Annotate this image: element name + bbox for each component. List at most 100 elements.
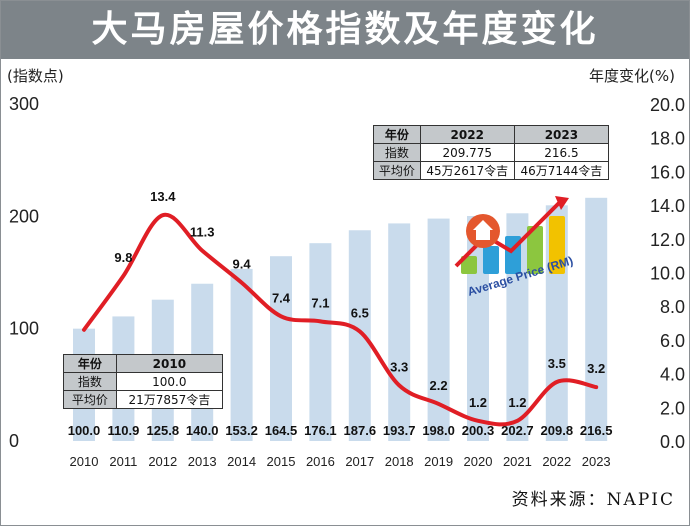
bar-value-label: 198.0 bbox=[422, 423, 455, 438]
source-note: 资料来源：NAPIC bbox=[511, 490, 675, 510]
chart-title: 大马房屋价格指数及年度变化 bbox=[91, 9, 599, 50]
x-tick-label: 2019 bbox=[424, 454, 453, 469]
x-tick-label: 2010 bbox=[70, 454, 99, 469]
table-2022-2023: 年份 2022 2023 指数 209.775 216.5 平均价 45万261… bbox=[373, 125, 610, 180]
line-value-label: 13.4 bbox=[150, 189, 176, 204]
house-icon bbox=[473, 220, 493, 240]
x-tick-label: 2023 bbox=[582, 454, 611, 469]
x-tick-label: 2013 bbox=[188, 454, 217, 469]
table-2022-2023-row: 指数 209.775 216.5 bbox=[373, 143, 610, 162]
left-axis-tick-label: 0 bbox=[9, 431, 19, 451]
line-value-label: 3.3 bbox=[390, 359, 408, 374]
right-axis-tick-label: 8.0 bbox=[660, 297, 685, 317]
table-2022-2023-cell: 216.5 bbox=[513, 143, 610, 162]
line-value-label: 3.5 bbox=[548, 356, 566, 371]
bar-value-label: 193.7 bbox=[383, 423, 416, 438]
table-2022-2023-cell: 46万7144令吉 bbox=[513, 161, 610, 180]
line-value-label: 1.2 bbox=[508, 395, 526, 410]
mini-bar-icon bbox=[461, 256, 477, 274]
table-2022-2023-header-cell: 2023 bbox=[513, 125, 610, 144]
line-value-label: 9.8 bbox=[114, 250, 132, 265]
bar bbox=[230, 268, 253, 441]
x-tick-label: 2015 bbox=[267, 454, 296, 469]
bar bbox=[270, 256, 292, 441]
bar bbox=[348, 230, 371, 441]
arrow-head-icon bbox=[555, 196, 569, 210]
mini-bar-icon bbox=[483, 246, 499, 274]
table-2022-2023-header-row: 年份 2022 2023 bbox=[373, 125, 610, 144]
line-value-label: 7.1 bbox=[311, 295, 329, 310]
table-2022-2023-row-label: 平均价 bbox=[373, 161, 421, 180]
left-axis-tick-label: 200 bbox=[9, 206, 39, 226]
left-axis-tick-label: 300 bbox=[9, 94, 39, 114]
bar-value-label: 110.9 bbox=[107, 423, 139, 438]
trend-arrow-icon bbox=[454, 199, 563, 268]
table-2010-header-row: 年份 2010 bbox=[63, 354, 224, 373]
right-axis-tick-label: 2.0 bbox=[660, 398, 685, 418]
line-value-label: 1.2 bbox=[469, 395, 487, 410]
line-value-label: 6.5 bbox=[351, 305, 369, 320]
bar-value-label: 176.1 bbox=[304, 423, 337, 438]
bar-value-label: 140.0 bbox=[186, 423, 219, 438]
mini-bar-icon bbox=[549, 216, 565, 274]
left-axis-tick-label: 100 bbox=[9, 319, 39, 339]
bar bbox=[585, 197, 608, 441]
annual-change-line bbox=[82, 213, 599, 427]
table-2022-2023-header-cell: 年份 bbox=[373, 125, 421, 144]
line-value-label: 3.2 bbox=[587, 361, 605, 376]
line-value-label: 7.4 bbox=[272, 290, 291, 305]
right-axis-tick-label: 16.0 bbox=[650, 162, 685, 182]
right-axis-tick-label: 14.0 bbox=[650, 196, 685, 216]
line-value-label: 2.2 bbox=[430, 378, 448, 393]
mini-bar-icon bbox=[527, 226, 543, 274]
bar-value-label: 187.6 bbox=[344, 423, 377, 438]
left-axis-unit: (指数点) bbox=[7, 67, 64, 85]
table-2022-2023-row-label: 指数 bbox=[373, 143, 421, 162]
x-tick-label: 2011 bbox=[109, 454, 137, 469]
table-2010-cell: 100.0 bbox=[115, 372, 224, 391]
right-axis-tick-label: 0.0 bbox=[660, 432, 685, 452]
bar-value-label: 202.7 bbox=[501, 423, 534, 438]
table-2010-header-cell: 2010 bbox=[115, 354, 224, 373]
table-2022-2023-row: 平均价 45万2617令吉 46万7144令吉 bbox=[373, 161, 610, 180]
x-tick-label: 2022 bbox=[542, 454, 571, 469]
x-tick-label: 2016 bbox=[306, 454, 335, 469]
bar bbox=[427, 218, 450, 441]
table-2010-row-label: 平均价 bbox=[63, 390, 117, 409]
table-2022-2023-header-cell: 2022 bbox=[419, 125, 515, 144]
right-axis-tick-label: 18.0 bbox=[650, 129, 685, 149]
right-axis-tick-label: 20.0 bbox=[650, 95, 685, 115]
x-tick-label: 2012 bbox=[148, 454, 177, 469]
bar-value-label: 125.8 bbox=[147, 423, 180, 438]
right-axis-tick-label: 12.0 bbox=[650, 230, 685, 250]
right-axis-tick-label: 6.0 bbox=[660, 331, 685, 351]
table-2010: 年份 2010 指数 100.0 平均价 21万7857令吉 bbox=[63, 354, 224, 409]
x-tick-label: 2021 bbox=[503, 454, 532, 469]
table-2022-2023-cell: 209.775 bbox=[419, 143, 515, 162]
bar-value-label: 153.2 bbox=[225, 423, 258, 438]
line-value-label: 11.3 bbox=[190, 225, 215, 240]
bar bbox=[388, 223, 411, 441]
bar-value-label: 164.5 bbox=[265, 423, 298, 438]
x-tick-label: 2018 bbox=[385, 454, 414, 469]
table-2022-2023-cell: 45万2617令吉 bbox=[419, 161, 515, 180]
right-axis-tick-label: 4.0 bbox=[660, 365, 685, 385]
bar-value-label: 216.5 bbox=[580, 423, 613, 438]
table-2010-row: 平均价 21万7857令吉 bbox=[63, 390, 224, 409]
x-tick-label: 2020 bbox=[464, 454, 493, 469]
right-axis-tick-label: 10.0 bbox=[650, 264, 685, 284]
bar-value-label: 200.3 bbox=[462, 423, 495, 438]
x-tick-label: 2014 bbox=[227, 454, 256, 469]
bar-value-label: 209.8 bbox=[541, 423, 574, 438]
line-value-label: 9.4 bbox=[233, 257, 252, 272]
table-2010-row-label: 指数 bbox=[63, 372, 117, 391]
table-2010-row: 指数 100.0 bbox=[63, 372, 224, 391]
right-axis-unit: 年度变化(%) bbox=[589, 67, 675, 85]
x-tick-label: 2017 bbox=[345, 454, 374, 469]
table-2010-header-cell: 年份 bbox=[63, 354, 117, 373]
table-2010-cell: 21万7857令吉 bbox=[115, 390, 224, 409]
bar bbox=[309, 243, 332, 441]
bar-value-label: 100.0 bbox=[68, 423, 101, 438]
